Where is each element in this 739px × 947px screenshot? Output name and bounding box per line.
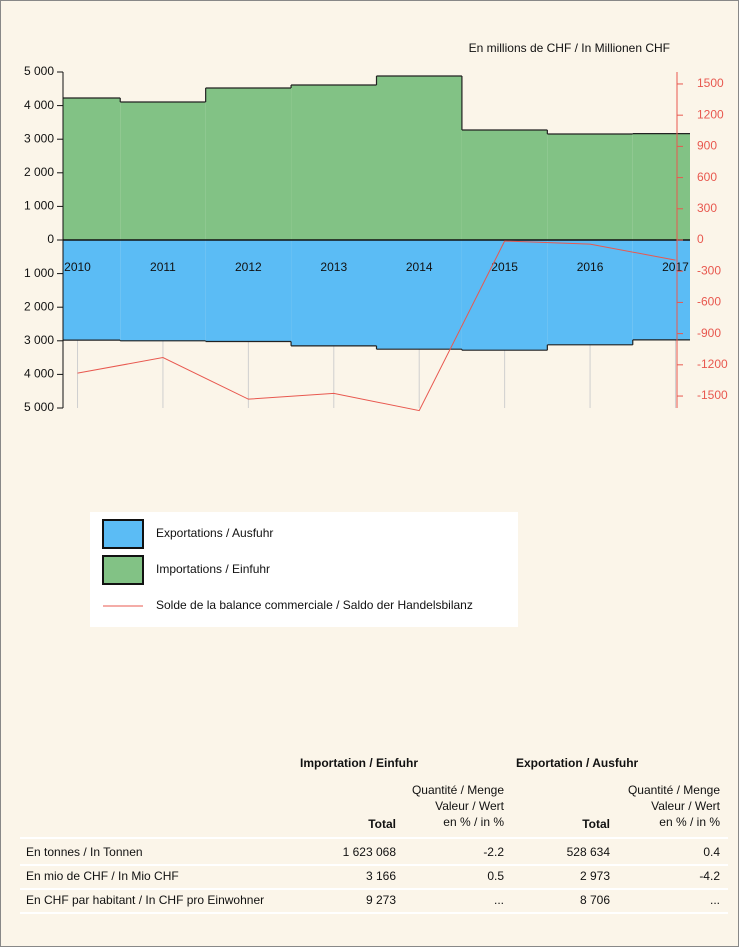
y-tick-label: 5 000 [24,400,54,414]
table-cell: 0.4 [703,845,720,859]
area-step [376,240,462,350]
y-tick-label: 1 000 [24,266,54,280]
area-step [291,240,377,346]
area-step [547,133,633,240]
y-tick-label: 1 000 [24,199,54,213]
y2-tick-label: -1500 [697,388,728,402]
y-tick-label: 5 000 [24,64,54,78]
y-tick-label: 4 000 [24,367,54,381]
x-tick-label: 2013 [320,260,347,274]
x-tick-label: 2015 [491,260,518,274]
table-cell: 0.5 [487,869,504,883]
table-change-header: Valeur / Wert [651,799,721,813]
legend-swatch [102,555,144,585]
legend-swatch [102,519,144,549]
area-step [205,87,292,241]
table-group-header: Exportation / Ausfuhr [516,756,639,770]
legend-label: Solde de la balance commerciale / Saldo … [156,598,473,612]
area-step [632,240,690,340]
area-step [461,129,548,240]
table-change-header: Quantité / Menge [412,783,504,797]
table-cell: 9 273 [366,893,396,907]
area-step [120,240,206,341]
unit-note: En millions de CHF / In Millionen CHF [469,41,670,55]
y2-tick-label: 300 [697,201,717,215]
table-total-header: Total [582,817,610,831]
area-step [120,102,206,241]
table-row-label: En CHF par habitant / In CHF pro Einwohn… [26,893,264,907]
y2-tick-label: -600 [697,295,721,309]
y-tick-label: 2 000 [24,165,54,179]
area-step [63,98,121,240]
table-change-header: en % / in % [659,815,720,829]
y2-tick-label: -900 [697,326,721,340]
y2-tick-label: 600 [697,170,717,184]
y2-tick-label: 0 [697,232,704,246]
legend-label: Importations / Einfuhr [156,562,270,576]
table-change-header: Valeur / Wert [435,799,505,813]
area-step [547,240,633,345]
table-change-header: en % / in % [443,815,504,829]
y-tick-label: 3 000 [24,131,54,145]
y-tick-label: 2 000 [24,299,54,313]
table-total-header: Total [368,817,396,831]
y2-tick-label: -1200 [697,357,728,371]
table-row-label: En mio de CHF / In Mio CHF [26,869,179,883]
y-tick-label: 4 000 [24,98,54,112]
legend-label: Exportations / Ausfuhr [156,526,273,540]
table-cell: 8 706 [580,893,610,907]
table-cell: -4.2 [699,869,720,883]
y2-tick-label: 900 [697,139,717,153]
table-cell: -2.2 [483,845,504,859]
y-tick-label: 3 000 [24,333,54,347]
y2-tick-label: 1200 [697,107,724,121]
x-tick-label: 2010 [64,260,91,274]
area-step [205,240,292,342]
table-cell: ... [710,893,720,907]
x-tick-label: 2012 [235,260,262,274]
area-step [291,85,377,240]
x-tick-label: 2016 [577,260,604,274]
table-change-header: Quantité / Menge [628,783,720,797]
y2-tick-label: -300 [697,263,721,277]
y-tick-label: 0 [47,232,54,246]
table-cell: 3 166 [366,869,396,883]
table-cell: 528 634 [567,845,611,859]
area-step [461,240,548,351]
x-tick-label: 2017 [662,260,689,274]
y2-tick-label: 1500 [697,76,724,90]
table-group-header: Importation / Einfuhr [300,756,418,770]
x-tick-label: 2011 [150,260,176,274]
legend-box [90,512,518,627]
table-row-label: En tonnes / In Tonnen [26,845,143,859]
x-tick-label: 2014 [406,260,433,274]
area-step [376,75,462,240]
line-series [77,240,676,412]
area-step [632,133,690,240]
table-cell: 2 973 [580,869,610,883]
area-step [63,240,121,341]
table-cell: ... [494,893,504,907]
table-cell: 1 623 068 [343,845,397,859]
